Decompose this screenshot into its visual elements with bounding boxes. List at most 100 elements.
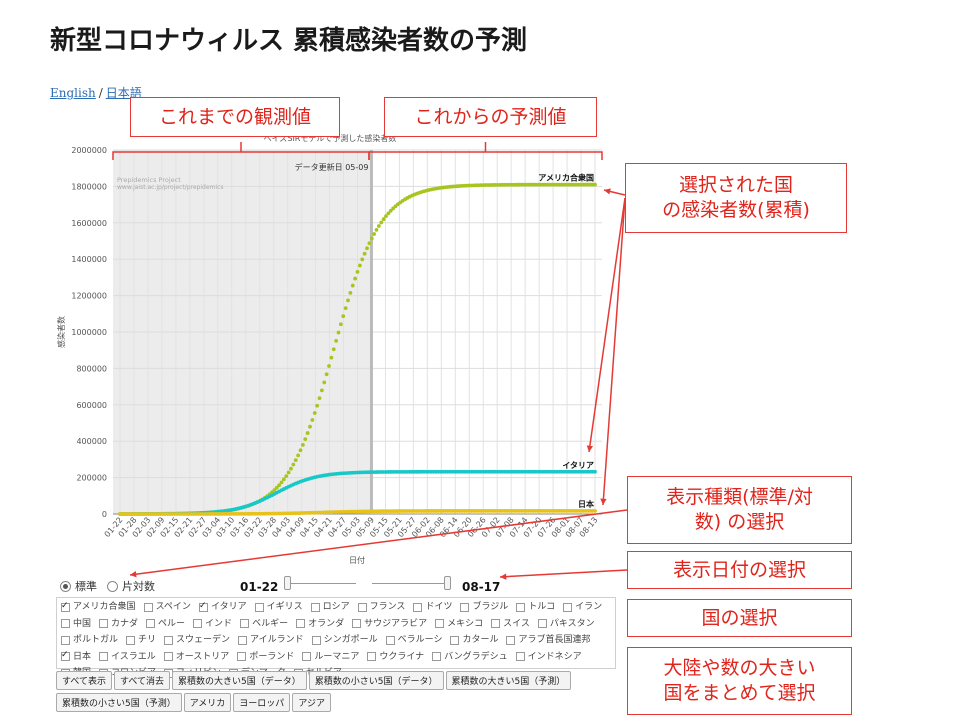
country-option[interactable]: 日本: [61, 648, 91, 664]
country-option[interactable]: カタール: [450, 633, 498, 647]
series-point: [369, 236, 374, 241]
country-checkbox[interactable]: [146, 619, 156, 628]
country-checkbox[interactable]: [238, 635, 248, 645]
country-checkbox[interactable]: [537, 619, 547, 628]
country-checkbox[interactable]: [352, 619, 362, 628]
date-end-label: 08-17: [462, 580, 501, 594]
japanese-link[interactable]: 日本語: [105, 86, 142, 100]
country-checkbox[interactable]: [563, 602, 573, 612]
group-button[interactable]: すべて表示: [56, 671, 113, 690]
country-checkbox[interactable]: [413, 602, 423, 612]
country-checkbox[interactable]: [61, 635, 70, 645]
country-checkbox[interactable]: [506, 635, 516, 645]
country-option[interactable]: イスラエル: [99, 650, 156, 664]
country-option[interactable]: インド: [193, 617, 232, 631]
country-selector: アメリカ合衆国 スペイン イタリア イギリス ロシア フランス ドイツ ブラジル トルコ イラン中…: [56, 597, 616, 678]
group-button[interactable]: すべて消去: [114, 671, 171, 690]
country-option[interactable]: オランダ: [296, 617, 344, 631]
country-option[interactable]: アイルランド: [238, 633, 304, 647]
group-button[interactable]: アジア: [292, 693, 331, 712]
country-option[interactable]: カナダ: [99, 617, 138, 631]
country-checkbox[interactable]: [163, 652, 173, 661]
country-option[interactable]: イラン: [563, 600, 602, 614]
country-option[interactable]: スイス: [491, 617, 530, 631]
country-option[interactable]: アラブ首長国連邦: [506, 633, 590, 647]
arrow-to-italy-curve-head: [586, 445, 594, 452]
country-checkbox[interactable]: [296, 619, 306, 628]
country-checkbox[interactable]: [164, 635, 174, 645]
watermark-line1: Prepidemics Project: [117, 176, 181, 184]
watermark-line2: www.jaist.ac.jp/project/prepidemics: [117, 184, 223, 191]
country-checkbox[interactable]: [126, 635, 136, 645]
country-checkbox[interactable]: [385, 635, 395, 645]
date-slider-end-handle[interactable]: [444, 576, 451, 590]
country-option[interactable]: シンガポール: [311, 633, 378, 647]
country-option[interactable]: ドイツ: [413, 600, 452, 614]
country-option[interactable]: インドネシア: [515, 650, 582, 664]
group-button[interactable]: ヨーロッパ: [233, 693, 291, 712]
country-checkbox[interactable]: [143, 602, 153, 612]
country-checkbox[interactable]: [237, 652, 247, 661]
series-point: [300, 442, 305, 447]
mode-standard-radio[interactable]: [60, 580, 71, 592]
country-option[interactable]: ペルー: [146, 617, 185, 631]
country-option[interactable]: ポルトガル: [61, 633, 118, 647]
country-checkbox[interactable]: [198, 599, 208, 613]
country-checkbox[interactable]: [193, 619, 203, 628]
group-button[interactable]: 累積数の大きい5国（データ）: [172, 671, 307, 690]
date-start-label: 01-22: [240, 580, 279, 594]
country-option[interactable]: ブラジル: [460, 600, 508, 614]
country-checkbox[interactable]: [61, 599, 70, 613]
country-checkbox[interactable]: [311, 635, 321, 645]
country-option[interactable]: ウクライナ: [367, 650, 424, 664]
country-checkbox[interactable]: [515, 652, 525, 661]
country-checkbox[interactable]: [450, 635, 460, 645]
group-button[interactable]: 累積数の小さい5国（データ）: [308, 671, 444, 690]
country-checkbox[interactable]: [99, 619, 109, 628]
country-checkbox[interactable]: [61, 648, 70, 662]
country-option[interactable]: スウェーデン: [164, 633, 230, 647]
country-checkbox[interactable]: [240, 619, 250, 628]
country-option[interactable]: イタリア: [198, 599, 247, 614]
country-option[interactable]: 中国: [61, 617, 91, 631]
country-option[interactable]: サウジアラビア: [352, 617, 427, 631]
country-option[interactable]: イギリス: [254, 600, 303, 614]
country-option[interactable]: フランス: [357, 600, 405, 614]
group-button[interactable]: 累積数の大きい5国（予測）: [445, 671, 572, 690]
country-checkbox[interactable]: [310, 602, 320, 612]
english-link[interactable]: English: [50, 86, 96, 100]
series-point: [348, 290, 353, 295]
country-option[interactable]: パキスタン: [537, 617, 595, 631]
country-option[interactable]: バングラデシュ: [432, 650, 508, 664]
country-checkbox[interactable]: [432, 652, 442, 661]
country-checkbox[interactable]: [302, 652, 312, 661]
country-checkbox[interactable]: [367, 652, 377, 661]
group-button[interactable]: アメリカ: [183, 693, 232, 712]
country-checkbox[interactable]: [61, 619, 70, 628]
country-checkbox[interactable]: [357, 602, 367, 612]
country-option[interactable]: アメリカ合衆国: [61, 599, 136, 614]
country-option[interactable]: スペイン: [143, 600, 191, 614]
country-label: ブラジル: [472, 602, 509, 612]
country-checkbox[interactable]: [491, 619, 501, 628]
country-checkbox[interactable]: [254, 602, 264, 612]
country-checkbox[interactable]: [435, 619, 445, 628]
country-option[interactable]: ポーランド: [237, 650, 294, 664]
arrow-to-italy-curve: [588, 197, 626, 453]
country-option[interactable]: メキシコ: [435, 617, 483, 631]
country-option[interactable]: ルーマニア: [302, 650, 359, 664]
country-label: オランダ: [308, 618, 345, 629]
country-checkbox[interactable]: [516, 602, 526, 612]
country-option[interactable]: オーストリア: [163, 650, 229, 664]
y-tick-label: 1400000: [71, 255, 107, 264]
date-slider-start-handle[interactable]: [284, 576, 291, 590]
country-checkbox[interactable]: [460, 602, 470, 612]
country-option[interactable]: ベラルーシ: [385, 633, 442, 647]
country-option[interactable]: ベルギー: [240, 617, 288, 631]
mode-log-radio[interactable]: [107, 580, 118, 592]
country-checkbox[interactable]: [99, 652, 109, 661]
group-button[interactable]: 累積数の小さい5国（予測）: [56, 693, 182, 712]
country-option[interactable]: チリ: [126, 633, 156, 647]
country-option[interactable]: ロシア: [310, 600, 350, 614]
country-option[interactable]: トルコ: [516, 600, 555, 614]
